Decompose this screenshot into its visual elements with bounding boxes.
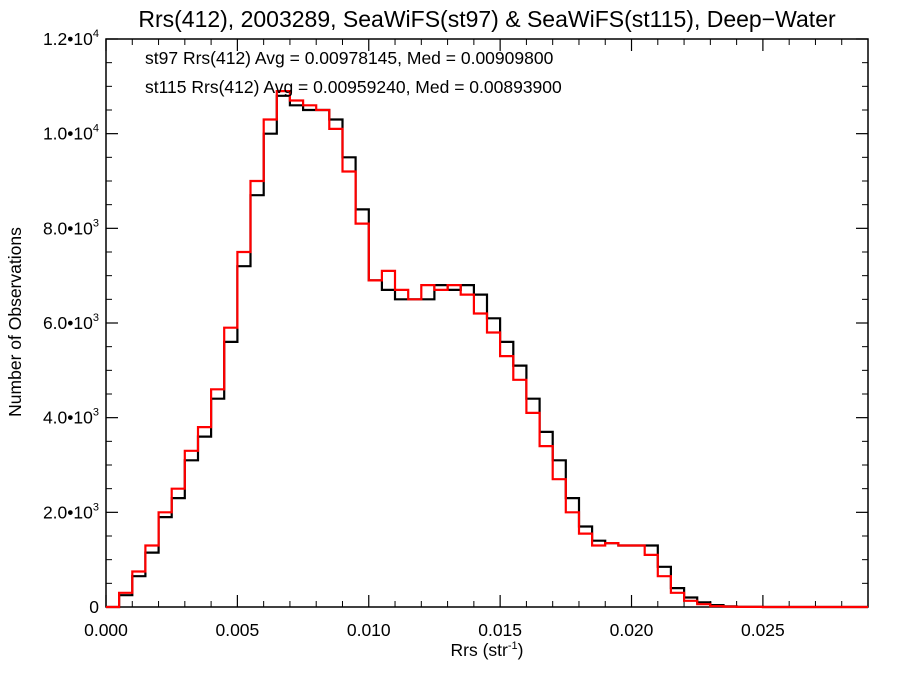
y-tick-mantissa: 1.0•10 (43, 124, 93, 144)
x-tick-label: 0.010 (347, 620, 391, 640)
y-tick-label: 8.0•103 (43, 217, 99, 238)
y-tick-mantissa: 1.2•10 (43, 29, 93, 49)
x-tick-label: 0.025 (741, 620, 785, 640)
y-axis-ticks: 02.0•1034.0•1036.0•1038.0•1031.0•1041.2•… (43, 28, 868, 617)
y-tick-label: 1.0•104 (43, 123, 99, 144)
y-axis-label: Number of Observations (5, 227, 25, 417)
y-tick-exponent: 3 (93, 312, 99, 324)
x-axis-ticks: 0.000 0.005 0.010 0.015 0.020 0.025 (84, 39, 843, 640)
annotation-st115-stats: st115 Rrs(412) Avg = 0.00959240, Med = 0… (145, 77, 562, 97)
x-axis-label-sup: -1 (508, 640, 518, 652)
y-tick-label: 4.0•103 (43, 407, 99, 428)
y-tick-exponent: 3 (93, 217, 99, 229)
annotation-st97-stats: st97 Rrs(412) Avg = 0.00978145, Med = 0.… (145, 48, 554, 68)
y-tick-mantissa: 4.0•10 (43, 408, 93, 428)
y-tick-mantissa: 2.0•10 (43, 502, 93, 522)
y-tick-mantissa: 0 (89, 597, 99, 617)
y-tick-exponent: 4 (93, 123, 99, 135)
series-st115-histogram (106, 90, 868, 609)
y-tick-label: 0 (89, 597, 99, 617)
x-axis-label-close: ) (518, 640, 524, 660)
y-tick-mantissa: 8.0•10 (43, 218, 93, 238)
x-axis-label: Rrs (str-1) (451, 640, 524, 660)
y-tick-exponent: 3 (93, 407, 99, 419)
y-tick-mantissa: 6.0•10 (43, 313, 93, 333)
chart-title: Rrs(412), 2003289, SeaWiFS(st97) & SeaWi… (138, 6, 836, 32)
y-tick-label: 6.0•103 (43, 312, 99, 333)
x-tick-label: 0.000 (84, 620, 128, 640)
y-tick-exponent: 3 (93, 501, 99, 513)
x-tick-label: 0.020 (610, 620, 654, 640)
x-tick-label: 0.015 (478, 620, 522, 640)
series-layer (106, 90, 868, 609)
x-axis-label-main: Rrs (str (451, 640, 509, 660)
y-tick-exponent: 4 (93, 28, 99, 40)
y-tick-label: 2.0•103 (43, 501, 99, 522)
y-tick-label: 1.2•104 (43, 28, 99, 49)
series-st97-histogram (106, 94, 868, 609)
x-tick-label: 0.005 (215, 620, 259, 640)
